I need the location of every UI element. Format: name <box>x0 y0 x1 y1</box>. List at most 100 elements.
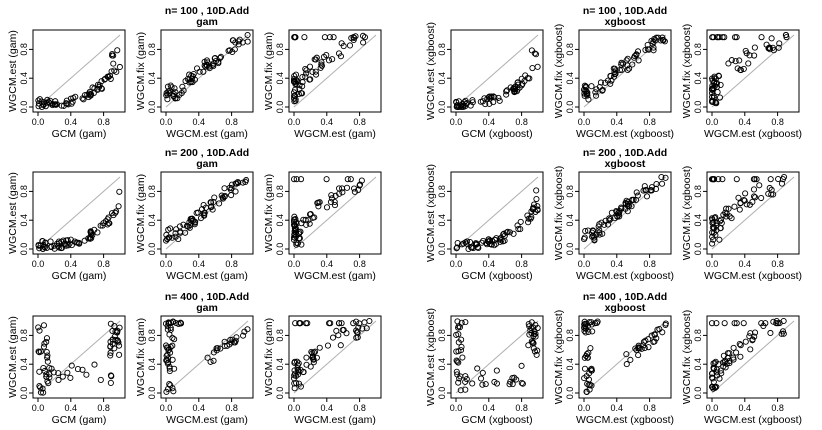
data-point <box>710 366 717 373</box>
data-point <box>750 193 758 200</box>
data-point <box>165 234 172 241</box>
data-point <box>650 47 657 54</box>
data-point <box>107 75 114 82</box>
data-point <box>733 349 740 356</box>
data-point <box>481 95 488 102</box>
data-point <box>454 244 461 251</box>
data-point <box>172 95 179 102</box>
data-point <box>37 348 44 355</box>
y-tick-label: 0.4 <box>19 358 29 371</box>
data-point <box>185 223 192 230</box>
data-point <box>244 31 251 39</box>
y-tick-label: 0.4 <box>19 72 29 85</box>
y-tick-label: 0.8 <box>693 329 703 342</box>
data-point <box>54 240 61 247</box>
x-axis-label: GCM (gam) <box>52 128 107 140</box>
y-axis-label: WGCM.fix (xgboost) <box>553 310 565 405</box>
reference-line <box>711 320 795 394</box>
y-axis-label: WGCM.fix (gam) <box>135 32 147 110</box>
data-point <box>529 64 536 72</box>
data-point <box>94 229 101 236</box>
data-point <box>69 98 76 105</box>
data-point <box>715 176 722 183</box>
data-point <box>290 176 298 183</box>
data-point <box>210 63 217 70</box>
data-point <box>528 47 535 54</box>
data-point <box>629 61 636 68</box>
y-axis-label: WGCM.est (gam) <box>7 316 19 398</box>
data-point <box>454 358 461 365</box>
data-point <box>745 60 752 67</box>
data-point <box>712 214 719 221</box>
data-point <box>482 381 489 388</box>
data-point <box>316 199 323 206</box>
data-point <box>453 368 460 375</box>
x-tick-label: 0.4 <box>193 259 206 269</box>
data-point <box>485 94 492 101</box>
data-point <box>623 361 630 368</box>
data-point <box>109 336 116 343</box>
y-tick-label: 0.4 <box>437 72 447 85</box>
data-point <box>518 379 525 386</box>
data-point <box>338 320 345 327</box>
data-point <box>59 373 66 380</box>
group-subtitle: gam <box>196 16 218 28</box>
data-point <box>474 365 481 372</box>
y-tick-label: 0.0 <box>147 243 157 256</box>
data-point <box>192 218 199 225</box>
data-point <box>361 319 368 326</box>
data-point <box>533 351 540 358</box>
data-point <box>291 359 298 366</box>
data-point <box>717 81 724 88</box>
data-point <box>608 77 615 84</box>
data-point <box>89 232 96 239</box>
reference-line <box>165 320 249 394</box>
plot-frame <box>706 171 800 255</box>
data-point <box>209 206 216 213</box>
data-point <box>339 189 346 196</box>
data-point <box>762 320 769 327</box>
y-tick-label: 0.0 <box>147 387 157 400</box>
data-point <box>778 180 786 187</box>
data-point <box>221 192 228 199</box>
x-tick-label: 0.0 <box>706 259 719 269</box>
x-tick-label: 0.4 <box>611 403 624 413</box>
x-tick-label: 0.8 <box>643 403 656 413</box>
data-point <box>753 176 760 183</box>
y-tick-label: 0.4 <box>437 214 447 227</box>
data-point <box>55 370 62 377</box>
data-point <box>244 326 251 333</box>
x-tick-label: 0.4 <box>483 259 496 269</box>
data-point <box>108 373 115 380</box>
data-point <box>464 238 471 245</box>
data-point <box>43 373 50 380</box>
x-tick-label: 0.8 <box>771 259 784 269</box>
data-point <box>339 326 346 334</box>
data-point <box>740 65 747 72</box>
data-point <box>582 329 589 336</box>
plot-frame <box>706 315 800 399</box>
data-point <box>83 371 90 378</box>
data-point <box>91 361 98 368</box>
data-point <box>624 208 631 215</box>
data-point <box>217 345 224 352</box>
y-tick-label: 0.4 <box>565 358 575 371</box>
data-point <box>719 176 726 183</box>
data-point <box>768 191 775 198</box>
y-tick-label: 0.4 <box>565 214 575 227</box>
data-point <box>662 174 669 181</box>
data-point <box>296 229 303 236</box>
data-point <box>40 364 47 372</box>
data-point <box>640 338 647 345</box>
data-point <box>108 210 116 217</box>
x-tick-label: 0.0 <box>706 117 719 127</box>
x-axis-label: GCM (gam) <box>52 414 107 426</box>
data-point <box>532 51 540 58</box>
data-point <box>164 96 171 103</box>
y-axis-label: WGCM.est (xgboost) <box>425 308 437 406</box>
data-point <box>44 354 51 361</box>
y-tick-label: 0.0 <box>275 387 285 400</box>
data-point <box>201 58 208 65</box>
